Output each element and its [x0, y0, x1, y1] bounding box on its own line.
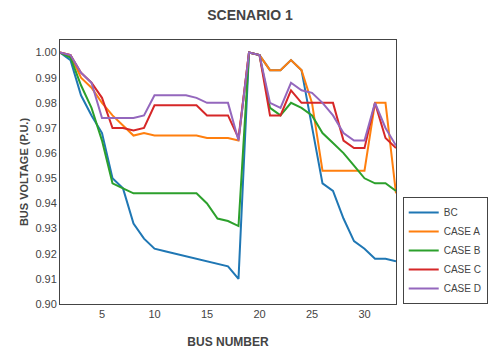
svg-text:BC: BC — [444, 207, 458, 218]
svg-text:0.97: 0.97 — [35, 122, 56, 134]
svg-text:0.92: 0.92 — [35, 248, 56, 260]
svg-text:CASE C: CASE C — [444, 264, 481, 275]
svg-text:10: 10 — [148, 308, 160, 320]
svg-text:20: 20 — [253, 308, 265, 320]
svg-text:BUS NUMBER: BUS NUMBER — [187, 335, 269, 349]
svg-text:0.91: 0.91 — [35, 273, 56, 285]
svg-text:15: 15 — [201, 308, 213, 320]
svg-text:25: 25 — [306, 308, 318, 320]
svg-text:CASE A: CASE A — [444, 226, 480, 237]
svg-text:1.00: 1.00 — [35, 46, 56, 58]
svg-text:0.99: 0.99 — [35, 72, 56, 84]
svg-text:CASE B: CASE B — [444, 245, 481, 256]
svg-text:30: 30 — [358, 308, 370, 320]
svg-text:0.95: 0.95 — [35, 172, 56, 184]
svg-text:0.93: 0.93 — [35, 222, 56, 234]
svg-text:SCENARIO 1: SCENARIO 1 — [207, 7, 293, 23]
svg-text:0.90: 0.90 — [35, 298, 56, 310]
svg-text:BUS VOLTAGE (P.U.): BUS VOLTAGE (P.U.) — [18, 118, 30, 227]
svg-text:0.94: 0.94 — [35, 197, 56, 209]
svg-text:5: 5 — [99, 308, 105, 320]
svg-text:0.98: 0.98 — [35, 97, 56, 109]
svg-text:CASE D: CASE D — [444, 283, 481, 294]
svg-text:0.96: 0.96 — [35, 147, 56, 159]
